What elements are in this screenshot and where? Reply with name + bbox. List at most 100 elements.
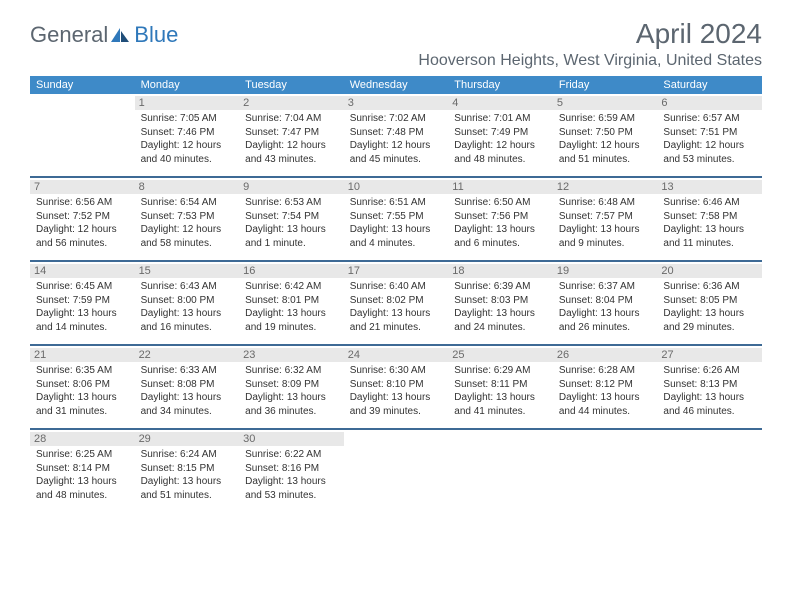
day-cell: 24Sunrise: 6:30 AMSunset: 8:10 PMDayligh… — [344, 346, 449, 428]
day-cell: 30Sunrise: 6:22 AMSunset: 8:16 PMDayligh… — [239, 430, 344, 512]
sunset-text: Sunset: 7:53 PM — [141, 210, 234, 224]
day-cell — [30, 94, 135, 176]
day-text: Sunrise: 6:59 AMSunset: 7:50 PMDaylight:… — [559, 112, 652, 166]
sunrise-text: Sunrise: 7:01 AM — [454, 112, 547, 126]
sunrise-text: Sunrise: 6:29 AM — [454, 364, 547, 378]
sunset-text: Sunset: 8:03 PM — [454, 294, 547, 308]
day-cell: 4 Sunrise: 7:01 AMSunset: 7:49 PMDaylight… — [448, 94, 553, 176]
daylight-text: Daylight: 13 hours and 31 minutes. — [36, 391, 129, 418]
day-text: Sunrise: 6:50 AMSunset: 7:56 PMDaylight:… — [454, 196, 547, 250]
sunset-text: Sunset: 7:48 PM — [350, 126, 443, 140]
sunset-text: Sunset: 8:00 PM — [141, 294, 234, 308]
day-text: Sunrise: 6:51 AMSunset: 7:55 PMDaylight:… — [350, 196, 443, 250]
day-number: 21 — [30, 348, 135, 362]
sunrise-text: Sunrise: 7:05 AM — [141, 112, 234, 126]
sunset-text: Sunset: 8:15 PM — [141, 462, 234, 476]
day-text: Sunrise: 6:25 AMSunset: 8:14 PMDaylight:… — [36, 448, 129, 502]
daylight-text: Daylight: 13 hours and 51 minutes. — [141, 475, 234, 502]
sunset-text: Sunset: 8:08 PM — [141, 378, 234, 392]
day-text: Sunrise: 6:30 AMSunset: 8:10 PMDaylight:… — [350, 364, 443, 418]
day-number: 30 — [239, 432, 344, 446]
day-number: 18 — [448, 264, 553, 278]
daylight-text: Daylight: 13 hours and 14 minutes. — [36, 307, 129, 334]
sunset-text: Sunset: 7:52 PM — [36, 210, 129, 224]
day-text: Sunrise: 6:24 AMSunset: 8:15 PMDaylight:… — [141, 448, 234, 502]
sunrise-text: Sunrise: 7:02 AM — [350, 112, 443, 126]
week-row: 28Sunrise: 6:25 AMSunset: 8:14 PMDayligh… — [30, 430, 762, 512]
sunrise-text: Sunrise: 6:30 AM — [350, 364, 443, 378]
week-row: 7Sunrise: 6:56 AMSunset: 7:52 PMDaylight… — [30, 178, 762, 262]
sunrise-text: Sunrise: 6:56 AM — [36, 196, 129, 210]
day-text: Sunrise: 6:28 AMSunset: 8:12 PMDaylight:… — [559, 364, 652, 418]
day-number: 25 — [448, 348, 553, 362]
sunrise-text: Sunrise: 6:46 AM — [663, 196, 756, 210]
day-text: Sunrise: 6:29 AMSunset: 8:11 PMDaylight:… — [454, 364, 547, 418]
day-text: Sunrise: 6:37 AMSunset: 8:04 PMDaylight:… — [559, 280, 652, 334]
day-cell: 29Sunrise: 6:24 AMSunset: 8:15 PMDayligh… — [135, 430, 240, 512]
dow-cell: Wednesday — [344, 76, 449, 94]
day-number: 26 — [553, 348, 658, 362]
day-number: 27 — [657, 348, 762, 362]
day-cell: 14Sunrise: 6:45 AMSunset: 7:59 PMDayligh… — [30, 262, 135, 344]
day-number: 1 — [135, 96, 240, 110]
sunrise-text: Sunrise: 6:33 AM — [141, 364, 234, 378]
day-cell — [553, 430, 658, 512]
day-text: Sunrise: 7:04 AMSunset: 7:47 PMDaylight:… — [245, 112, 338, 166]
sunset-text: Sunset: 8:12 PM — [559, 378, 652, 392]
location: Hooverson Heights, West Virginia, United… — [418, 52, 762, 70]
day-cell: 26 Sunrise: 6:28 AMSunset: 8:12 PMDayligh… — [553, 346, 658, 428]
day-cell: 13Sunrise: 6:46 AMSunset: 7:58 PMDayligh… — [657, 178, 762, 260]
sunrise-text: Sunrise: 6:59 AM — [559, 112, 652, 126]
sunrise-text: Sunrise: 6:45 AM — [36, 280, 129, 294]
day-number: 19 — [553, 264, 658, 278]
day-text: Sunrise: 6:35 AMSunset: 8:06 PMDaylight:… — [36, 364, 129, 418]
daylight-text: Daylight: 12 hours and 58 minutes. — [141, 223, 234, 250]
dow-cell: Sunday — [30, 76, 135, 94]
day-cell: 20Sunrise: 6:36 AMSunset: 8:05 PMDayligh… — [657, 262, 762, 344]
day-cell: 1Sunrise: 7:05 AMSunset: 7:46 PMDaylight… — [135, 94, 240, 176]
week-row: 21 Sunrise: 6:35 AMSunset: 8:06 PMDayligh… — [30, 346, 762, 430]
day-text: Sunrise: 6:39 AMSunset: 8:03 PMDaylight:… — [454, 280, 547, 334]
daylight-text: Daylight: 12 hours and 51 minutes. — [559, 139, 652, 166]
day-cell — [448, 430, 553, 512]
day-number: 4 — [448, 96, 553, 110]
day-cell: 15Sunrise: 6:43 AMSunset: 8:00 PMDayligh… — [135, 262, 240, 344]
sunset-text: Sunset: 8:01 PM — [245, 294, 338, 308]
daylight-text: Daylight: 13 hours and 16 minutes. — [141, 307, 234, 334]
sunset-text: Sunset: 8:13 PM — [663, 378, 756, 392]
sunrise-text: Sunrise: 6:48 AM — [559, 196, 652, 210]
sunset-text: Sunset: 7:50 PM — [559, 126, 652, 140]
day-number: 9 — [239, 180, 344, 194]
daylight-text: Daylight: 13 hours and 9 minutes. — [559, 223, 652, 250]
day-number: 6 — [657, 96, 762, 110]
daylight-text: Daylight: 13 hours and 4 minutes. — [350, 223, 443, 250]
sunrise-text: Sunrise: 6:57 AM — [663, 112, 756, 126]
day-number: 5 — [553, 96, 658, 110]
sunset-text: Sunset: 7:59 PM — [36, 294, 129, 308]
day-number: 13 — [657, 180, 762, 194]
daylight-text: Daylight: 13 hours and 11 minutes. — [663, 223, 756, 250]
calendar: SundayMondayTuesdayWednesdayThursdayFrid… — [30, 76, 762, 512]
day-text: Sunrise: 6:32 AMSunset: 8:09 PMDaylight:… — [245, 364, 338, 418]
sunrise-text: Sunrise: 6:43 AM — [141, 280, 234, 294]
sunset-text: Sunset: 8:14 PM — [36, 462, 129, 476]
sunrise-text: Sunrise: 6:35 AM — [36, 364, 129, 378]
day-number: 16 — [239, 264, 344, 278]
day-cell: 28Sunrise: 6:25 AMSunset: 8:14 PMDayligh… — [30, 430, 135, 512]
sunset-text: Sunset: 7:57 PM — [559, 210, 652, 224]
day-text: Sunrise: 6:48 AMSunset: 7:57 PMDaylight:… — [559, 196, 652, 250]
daylight-text: Daylight: 13 hours and 19 minutes. — [245, 307, 338, 334]
day-cell: 10Sunrise: 6:51 AMSunset: 7:55 PMDayligh… — [344, 178, 449, 260]
day-cell — [657, 430, 762, 512]
title-block: April 2024 Hooverson Heights, West Virgi… — [418, 18, 762, 70]
daylight-text: Daylight: 13 hours and 46 minutes. — [663, 391, 756, 418]
sunset-text: Sunset: 7:46 PM — [141, 126, 234, 140]
sunrise-text: Sunrise: 6:50 AM — [454, 196, 547, 210]
sunrise-text: Sunrise: 6:39 AM — [454, 280, 547, 294]
day-text: Sunrise: 7:01 AMSunset: 7:49 PMDaylight:… — [454, 112, 547, 166]
day-cell: 2Sunrise: 7:04 AMSunset: 7:47 PMDaylight… — [239, 94, 344, 176]
daylight-text: Daylight: 12 hours and 56 minutes. — [36, 223, 129, 250]
sunset-text: Sunset: 7:56 PM — [454, 210, 547, 224]
day-text: Sunrise: 6:33 AMSunset: 8:08 PMDaylight:… — [141, 364, 234, 418]
daylight-text: Daylight: 13 hours and 39 minutes. — [350, 391, 443, 418]
